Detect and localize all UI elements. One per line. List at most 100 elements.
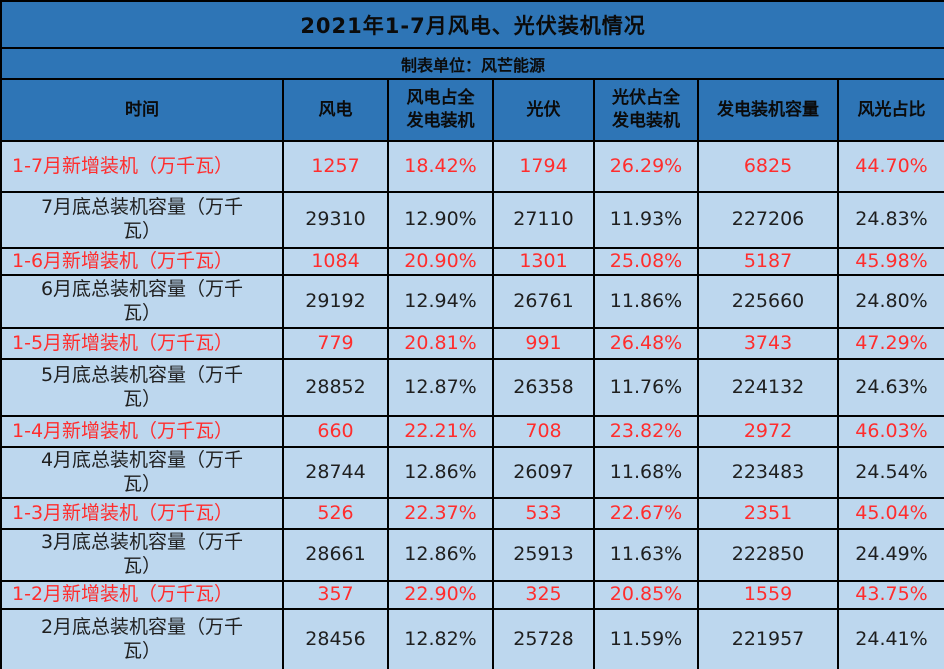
cell-pv-share: 25.08% [593, 247, 699, 276]
cell-wind-share: 12.90% [387, 191, 494, 249]
cell-wind-share: 12.87% [387, 358, 494, 417]
cell-wind: 660 [282, 415, 389, 448]
cell-pv: 25728 [492, 608, 595, 669]
table-row: 7月底总装机容量（万千 瓦） 29310 12.90% 27110 11.93%… [0, 191, 944, 249]
cell-pv-share: 26.48% [593, 327, 699, 360]
cell-time: 3月底总装机容量（万千 瓦） [0, 528, 284, 582]
cell-pv-share: 11.63% [593, 528, 699, 582]
cell-time: 1-5月新增装机（万千瓦） [0, 327, 284, 360]
cell-wind-pv-ratio: 44.70% [836, 140, 944, 193]
col-header-wind-pv-ratio: 风光占比 [836, 78, 944, 142]
cell-capacity: 222850 [697, 528, 839, 582]
table-subtitle-row: 制表单位：风芒能源 [0, 47, 944, 80]
cell-time: 1-3月新增装机（万千瓦） [0, 497, 284, 530]
cell-wind-pv-ratio: 43.75% [836, 580, 944, 610]
cell-capacity: 221957 [697, 608, 839, 669]
table-row: 1-7月新增装机（万千瓦） 1257 18.42% 1794 26.29% 68… [0, 140, 944, 193]
table-row: 1-5月新增装机（万千瓦） 779 20.81% 991 26.48% 3743… [0, 327, 944, 360]
cell-pv: 325 [492, 580, 595, 610]
cell-capacity: 224132 [697, 358, 839, 417]
cell-pv: 26358 [492, 358, 595, 417]
cell-wind-share: 12.86% [387, 446, 494, 499]
cell-wind: 28661 [282, 528, 389, 582]
table-row: 1-2月新增装机（万千瓦） 357 22.90% 325 20.85% 1559… [0, 580, 944, 610]
col-header-capacity: 发电装机容量 [697, 78, 839, 142]
cell-pv: 1301 [492, 247, 595, 276]
cell-pv-share: 11.59% [593, 608, 699, 669]
cell-wind-share: 12.94% [387, 274, 494, 329]
cell-time: 7月底总装机容量（万千 瓦） [0, 191, 284, 249]
cell-wind-share: 22.90% [387, 580, 494, 610]
cell-wind-pv-ratio: 47.29% [836, 327, 944, 360]
cell-pv: 1794 [492, 140, 595, 193]
cell-pv-share: 23.82% [593, 415, 699, 448]
cell-wind: 779 [282, 327, 389, 360]
cell-capacity: 223483 [697, 446, 839, 499]
cell-pv-share: 11.86% [593, 274, 699, 329]
cell-wind-pv-ratio: 24.54% [836, 446, 944, 499]
col-header-pv: 光伏 [492, 78, 595, 142]
cell-wind: 526 [282, 497, 389, 530]
cell-capacity: 227206 [697, 191, 839, 249]
cell-wind-pv-ratio: 24.49% [836, 528, 944, 582]
cell-wind-share: 20.81% [387, 327, 494, 360]
cell-wind-share: 12.86% [387, 528, 494, 582]
cell-time: 5月底总装机容量（万千 瓦） [0, 358, 284, 417]
table-row: 4月底总装机容量（万千 瓦） 28744 12.86% 26097 11.68%… [0, 446, 944, 499]
cell-wind-share: 12.82% [387, 608, 494, 669]
cell-wind-share: 22.37% [387, 497, 494, 530]
cell-wind-pv-ratio: 24.41% [836, 608, 944, 669]
cell-pv: 27110 [492, 191, 595, 249]
cell-wind-pv-ratio: 24.80% [836, 274, 944, 329]
table-source-label: 制表单位：风芒能源 [0, 47, 944, 80]
cell-capacity: 6825 [697, 140, 839, 193]
cell-time: 1-7月新增装机（万千瓦） [0, 140, 284, 193]
cell-pv-share: 11.93% [593, 191, 699, 249]
cell-pv-share: 26.29% [593, 140, 699, 193]
col-header-pv-share: 光伏占全 发电装机 [593, 78, 699, 142]
col-header-time: 时间 [0, 78, 284, 142]
table-title-row: 2021年1-7月风电、光伏装机情况 [0, 0, 944, 49]
cell-wind: 29310 [282, 191, 389, 249]
cell-capacity: 225660 [697, 274, 839, 329]
cell-time: 6月底总装机容量（万千 瓦） [0, 274, 284, 329]
table-row: 5月底总装机容量（万千 瓦） 28852 12.87% 26358 11.76%… [0, 358, 944, 417]
cell-wind: 1257 [282, 140, 389, 193]
cell-capacity: 3743 [697, 327, 839, 360]
cell-pv: 26097 [492, 446, 595, 499]
cell-capacity: 2972 [697, 415, 839, 448]
cell-pv: 533 [492, 497, 595, 530]
cell-pv: 25913 [492, 528, 595, 582]
col-header-wind: 风电 [282, 78, 389, 142]
cell-time: 1-2月新增装机（万千瓦） [0, 580, 284, 610]
cell-time: 2月底总装机容量（万千 瓦） [0, 608, 284, 669]
cell-wind-share: 18.42% [387, 140, 494, 193]
cell-time: 1-6月新增装机（万千瓦） [0, 247, 284, 276]
cell-wind: 28744 [282, 446, 389, 499]
cell-pv: 26761 [492, 274, 595, 329]
cell-wind-pv-ratio: 46.03% [836, 415, 944, 448]
cell-wind: 1084 [282, 247, 389, 276]
table-row: 1-6月新增装机（万千瓦） 1084 20.90% 1301 25.08% 51… [0, 247, 944, 276]
cell-pv-share: 11.76% [593, 358, 699, 417]
cell-pv-share: 22.67% [593, 497, 699, 530]
cell-capacity: 2351 [697, 497, 839, 530]
table-row: 6月底总装机容量（万千 瓦） 29192 12.94% 26761 11.86%… [0, 274, 944, 329]
col-header-wind-share: 风电占全 发电装机 [387, 78, 494, 142]
cell-wind-pv-ratio: 45.98% [836, 247, 944, 276]
cell-capacity: 5187 [697, 247, 839, 276]
table-row: 1-3月新增装机（万千瓦） 526 22.37% 533 22.67% 2351… [0, 497, 944, 530]
cell-wind-pv-ratio: 24.63% [836, 358, 944, 417]
column-header-row: 时间 风电 风电占全 发电装机 光伏 光伏占全 发电装机 发电装机容量 风光占比 [0, 78, 944, 142]
cell-pv: 708 [492, 415, 595, 448]
cell-pv-share: 11.68% [593, 446, 699, 499]
cell-wind: 357 [282, 580, 389, 610]
table-row: 2月底总装机容量（万千 瓦） 28456 12.82% 25728 11.59%… [0, 608, 944, 669]
cell-pv-share: 20.85% [593, 580, 699, 610]
cell-wind: 28456 [282, 608, 389, 669]
cell-pv: 991 [492, 327, 595, 360]
table-row: 3月底总装机容量（万千 瓦） 28661 12.86% 25913 11.63%… [0, 528, 944, 582]
cell-time: 4月底总装机容量（万千 瓦） [0, 446, 284, 499]
